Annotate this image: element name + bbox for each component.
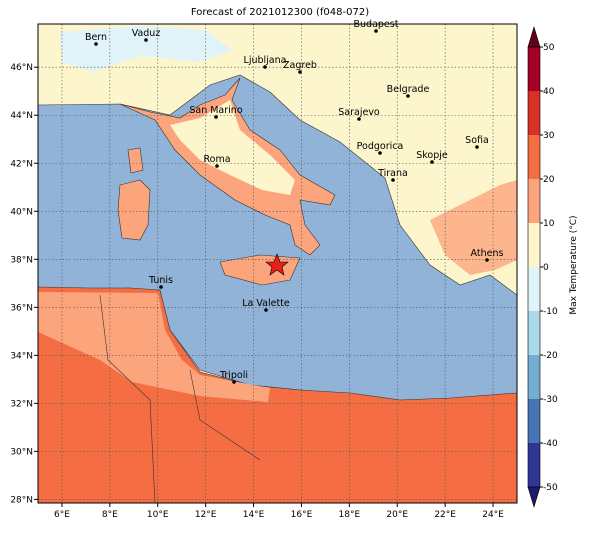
x-tick-label: 14°E [243, 510, 265, 520]
y-tick-label: 34°N [10, 351, 33, 361]
star-marker [265, 253, 289, 276]
city-dot [378, 151, 382, 155]
y-tick-label: 44°N [10, 111, 33, 121]
city-dot [430, 160, 434, 164]
alps-cold [60, 26, 232, 72]
y-tick-label: 38°N [10, 255, 33, 265]
y-tick-label: 30°N [10, 447, 33, 457]
city-label: Bern [85, 32, 107, 43]
city-label: San Marino [189, 105, 242, 116]
colorbar-tick-label: -20 [543, 351, 558, 361]
city-dot [214, 115, 218, 119]
city-dot [232, 380, 236, 384]
city-dot [391, 178, 395, 182]
x-tick-label: 6°E [54, 510, 70, 520]
x-tick-label: 20°E [386, 510, 408, 520]
greece-warm [430, 180, 517, 275]
x-tick-label: 24°E [482, 510, 504, 520]
colorbar-segment [528, 91, 540, 135]
x-tick-label: 18°E [339, 510, 361, 520]
x-tick-label: 8°E [102, 510, 118, 520]
colorbar-tick-label: 10 [543, 219, 555, 229]
city-label: Budapest [354, 19, 399, 30]
italy-inland [170, 100, 295, 195]
colorbar-tick-label: 30 [543, 131, 555, 141]
colorbar-label: Max Temperature (°C) [569, 215, 579, 314]
city-dot [263, 65, 267, 69]
colorbar-tick-label: -50 [543, 483, 558, 493]
city-label: Vaduz [132, 28, 161, 39]
colorbar-tick-label: 20 [543, 175, 555, 185]
city-dot [144, 38, 148, 42]
city-dot [485, 258, 489, 262]
colorbar-tick-label: 40 [543, 87, 555, 97]
colorbar-segment [528, 267, 540, 311]
city-dot [406, 94, 410, 98]
colorbar-tick-label: -30 [543, 395, 558, 405]
colorbar-over [527, 25, 541, 48]
colorbar-segment [528, 47, 540, 91]
colorbar-segment [528, 179, 540, 223]
city-label: Athens [471, 248, 504, 259]
city-label: Sofia [465, 135, 489, 146]
corsica [127, 147, 144, 174]
city-label: La Valette [242, 298, 290, 309]
x-tick-label: 22°E [434, 510, 456, 520]
x-tick-label: 10°E [147, 510, 169, 520]
y-tick-label: 46°N [10, 63, 33, 73]
city-label: Belgrade [387, 84, 430, 95]
colorbar-segment [528, 311, 540, 355]
city-dot [215, 164, 219, 168]
city-label: Tunis [148, 275, 173, 286]
colorbar-segment [528, 135, 540, 179]
colorbar-tick-label: 0 [543, 263, 549, 273]
y-tick-label: 32°N [10, 399, 33, 409]
y-tick-label: 28°N [10, 495, 33, 505]
title: Forecast of 2021012300 (f048-072) [191, 7, 369, 18]
colorbar-segment [528, 443, 540, 487]
x-tick-label: 16°E [291, 510, 313, 520]
y-tick-label: 42°N [10, 159, 33, 169]
sardinia [117, 179, 151, 241]
city-dot [374, 29, 378, 33]
city-dot [159, 285, 163, 289]
city-dot [475, 145, 479, 149]
city-label: Skopje [416, 150, 448, 161]
y-tick-label: 36°N [10, 303, 33, 313]
city-dot [357, 117, 361, 121]
city-label: Tripoli [219, 370, 248, 381]
city-label: Podgorica [357, 141, 404, 152]
map [38, 24, 517, 503]
city-label: Sarajevo [338, 107, 380, 118]
colorbar-tick-label: -10 [543, 307, 558, 317]
city-dot [264, 308, 268, 312]
city-label: Ljubljana [244, 55, 287, 66]
colorbar-segment [528, 355, 540, 399]
map-frame [37, 23, 518, 504]
africa-coast [38, 292, 270, 402]
city-dot [298, 70, 302, 74]
city-label: Tirana [377, 168, 408, 179]
x-tick-label: 12°E [195, 510, 217, 520]
colorbar-tick-label: 50 [543, 43, 555, 53]
city-dot [94, 42, 98, 46]
y-tick-label: 40°N [10, 207, 33, 217]
colorbar-segment [528, 223, 540, 267]
colorbar-tick-label: -40 [543, 439, 558, 449]
colorbar-segment [528, 399, 540, 443]
city-label: Roma [203, 154, 230, 165]
city-label: Zagreb [283, 60, 317, 71]
colorbar-under [527, 486, 541, 509]
borders [99, 294, 261, 503]
